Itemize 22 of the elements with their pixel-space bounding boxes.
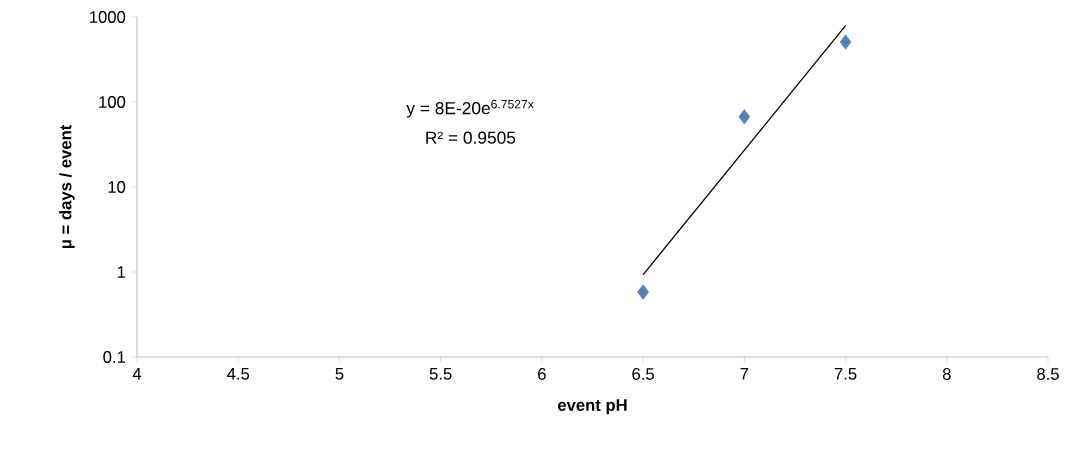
- x-tick-label: 5.5: [429, 368, 452, 380]
- point: [738, 109, 751, 125]
- x-tick-label: 7: [740, 368, 749, 380]
- y-tick-label: 1: [117, 266, 126, 278]
- x-tick-label: 4: [132, 368, 142, 380]
- y-axis-title: μ = days / event: [59, 124, 75, 249]
- x-tick-label: 6.5: [632, 368, 654, 380]
- y-tick-label: 10: [108, 181, 126, 193]
- x-tick-label: 5: [335, 368, 344, 380]
- y-tick-label: 100: [99, 96, 126, 108]
- annotation: y = 8E-20e$^{6.7527x}$: [406, 99, 534, 118]
- x-tick-label: 8: [942, 368, 951, 380]
- x-tick-label: 4.5: [227, 368, 250, 380]
- y-tick-label: 1000: [90, 11, 126, 23]
- x-axis-title: event pH: [557, 399, 627, 415]
- annotation: R² = 0.9505: [426, 131, 516, 144]
- x-tick-label: 8.5: [1037, 368, 1059, 380]
- point: [839, 34, 852, 50]
- y-tick-label: 0.1: [103, 351, 126, 363]
- x-tick-label: 7.5: [834, 368, 857, 380]
- x-tick-label: 6: [538, 368, 546, 380]
- point: [637, 284, 649, 300]
